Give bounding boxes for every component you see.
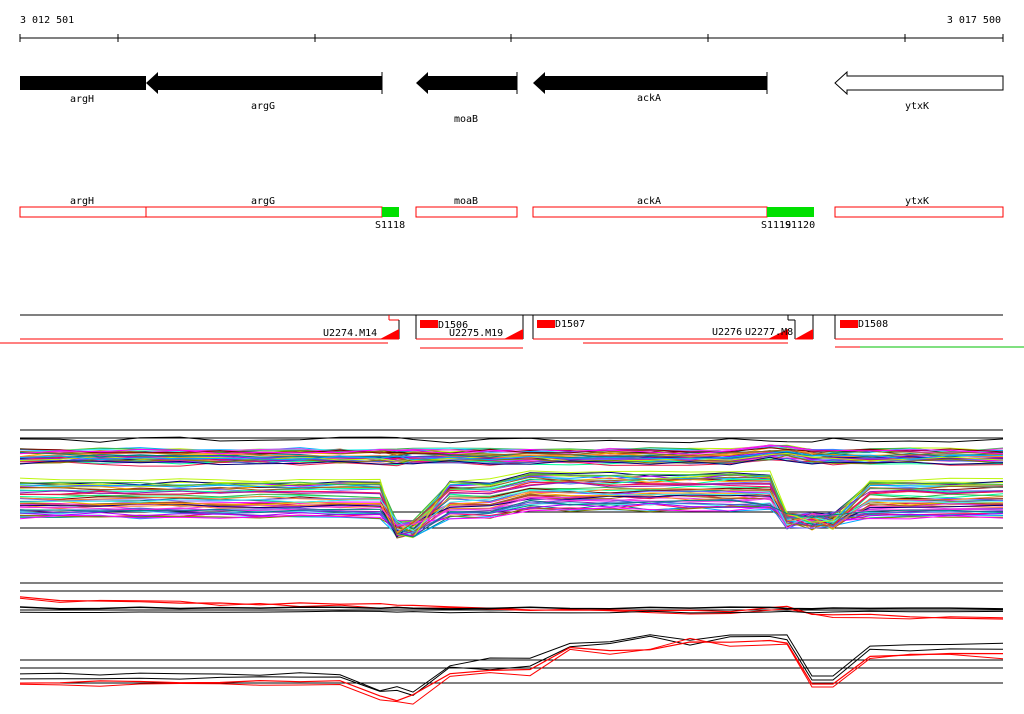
- gene-track: argH argG moaB ackA ytxK: [20, 70, 1004, 125]
- expression-panel-1: [19, 429, 1004, 539]
- gene-label-moaB: moaB: [454, 114, 478, 125]
- gene-label-argH: argH: [70, 94, 94, 105]
- transcript-strand-mark: [380, 329, 399, 339]
- transcript-strand-mark: [504, 329, 523, 339]
- expression-trace: [19, 499, 1004, 538]
- expression-trace: [19, 481, 1004, 536]
- green-label-S1120: S1120: [785, 220, 815, 231]
- expression-trace: [19, 470, 1004, 539]
- feature-label-ytxK: ytxK: [905, 196, 929, 207]
- ruler-end-label: 3 017 500: [947, 15, 1001, 26]
- red-block-D1508[interactable]: [840, 320, 858, 328]
- expression-trace: [19, 456, 1004, 466]
- expression-trace: [19, 639, 1004, 702]
- feature-label-argG: argG: [251, 196, 275, 207]
- gene-arrow-argH[interactable]: [20, 76, 146, 90]
- expression-trace: [19, 452, 1004, 462]
- red-block-D1506[interactable]: [420, 320, 438, 328]
- transcript-label-U2275.M19: U2275.M19: [449, 328, 503, 339]
- transcript-strand-mark: [795, 329, 813, 339]
- feature-label-ackA: ackA: [637, 196, 661, 207]
- red-block-label-D1506: D1506: [438, 320, 468, 331]
- red-block-label-D1507: D1507: [555, 319, 585, 330]
- feature-label-moaB: moaB: [454, 196, 478, 207]
- ruler-start-label: 3 012 501: [20, 15, 74, 26]
- gene-arrow-ytxK[interactable]: [834, 70, 1004, 96]
- feature-track: argH argG moaB ackA ytxK S1118 S1119 S11…: [19, 196, 1004, 231]
- red-block-label-D1508: D1508: [858, 319, 888, 330]
- gene-arrow-argG[interactable]: [146, 72, 382, 94]
- expression-trace: [19, 475, 1004, 528]
- green-label-S1118: S1118: [375, 220, 405, 231]
- expression-panel-2: [19, 582, 1004, 705]
- green-segment-S1120[interactable]: [791, 207, 814, 217]
- expression-trace: [19, 490, 1004, 529]
- gene-label-argG: argG: [251, 101, 275, 112]
- gene-arrow-moaB[interactable]: [416, 72, 517, 94]
- expression-trace: [19, 501, 1004, 534]
- expression-trace: [19, 637, 1004, 705]
- coordinate-ruler: 3 012 501 3 017 500: [19, 15, 1004, 42]
- expression-trace: [19, 473, 1004, 523]
- expression-trace: [19, 597, 1004, 620]
- transcript-label-U2276: U2276: [712, 327, 742, 338]
- expression-trace: [19, 635, 1004, 696]
- expression-trace: [19, 471, 1004, 532]
- expression-trace: [19, 610, 1004, 614]
- transcript-track: U2274.M14 D1506 U2275.M19 D1507 U2276 U2…: [0, 314, 1024, 349]
- expression-trace: [19, 490, 1004, 532]
- expression-trace: [19, 497, 1004, 529]
- expression-trace: [19, 476, 1004, 535]
- feature-label-argH: argH: [70, 196, 94, 207]
- gene-arrow-ackA[interactable]: [533, 72, 767, 94]
- feature-box-moaB[interactable]: [415, 206, 518, 218]
- feature-box-argG[interactable]: [145, 206, 383, 218]
- expression-trace: [19, 445, 1004, 455]
- green-segment-S1118[interactable]: [382, 207, 399, 217]
- expression-trace: [19, 634, 1004, 693]
- expression-trace: [19, 448, 1004, 457]
- red-block-D1507[interactable]: [537, 320, 555, 328]
- feature-box-ackA[interactable]: [532, 206, 768, 218]
- gene-label-ytxK: ytxK: [905, 101, 929, 112]
- green-segment-S1119[interactable]: [767, 207, 791, 217]
- expression-trace: [19, 606, 1004, 610]
- transcript-label-U2274.M14: U2274.M14: [323, 328, 377, 339]
- feature-box-ytxK[interactable]: [834, 206, 1004, 218]
- transcript-strand-mark: [768, 329, 788, 339]
- green-label-S1119: S1119: [761, 220, 791, 231]
- transcript-label-U2277.M8: U2277.M8: [745, 327, 793, 338]
- gene-label-ackA: ackA: [637, 93, 661, 104]
- expression-trace: [19, 454, 1004, 465]
- feature-box-argH[interactable]: [19, 206, 147, 218]
- expression-trace: [19, 436, 1004, 444]
- expression-trace: [19, 450, 1004, 458]
- expression-trace: [20, 481, 1004, 537]
- expression-trace: [19, 502, 1004, 537]
- expression-trace: [19, 450, 1004, 461]
- expression-trace: [19, 486, 1004, 536]
